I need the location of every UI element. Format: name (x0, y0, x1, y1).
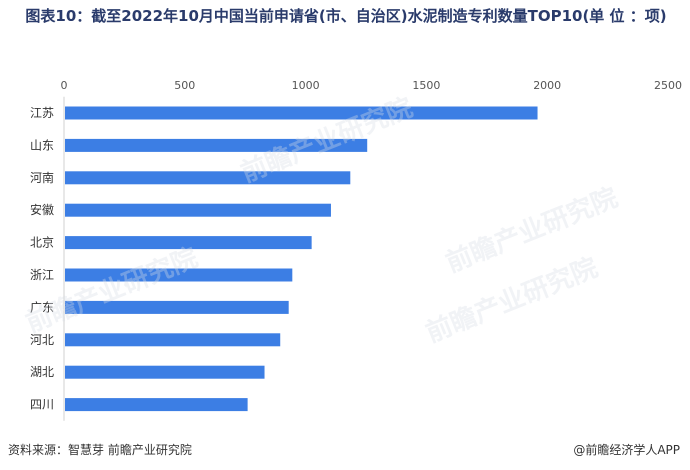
bar (65, 171, 351, 185)
bar (65, 398, 248, 412)
category-label: 北京 (30, 236, 54, 250)
category-label: 四川 (30, 398, 54, 412)
bar (65, 365, 265, 379)
x-tick-label: 2500 (654, 79, 682, 92)
bar (65, 268, 293, 282)
x-axis-ticks: 0 500 1000 1500 2000 2500 (61, 79, 683, 92)
chart-title: 图表10：截至2022年10月中国当前申请省(市、自治区)水泥制造专利数量TOP… (25, 7, 667, 25)
category-label: 浙江 (30, 268, 54, 282)
source-note: 资料来源：智慧芽 前瞻产业研究院 (8, 443, 192, 457)
x-tick-label: 0 (61, 79, 68, 92)
category-label: 江苏 (30, 106, 54, 120)
x-tick-label: 2000 (533, 79, 561, 92)
bar (65, 106, 538, 120)
brand-label: @前瞻经济学人APP (573, 443, 680, 457)
bar (65, 138, 368, 152)
bars (65, 106, 538, 412)
x-tick-label: 1500 (412, 79, 440, 92)
bar (65, 300, 289, 314)
category-label: 河北 (30, 333, 54, 347)
category-label: 广东 (30, 300, 54, 314)
x-tick-label: 1000 (292, 79, 320, 92)
category-label: 湖北 (30, 364, 54, 379)
category-label: 山东 (30, 138, 54, 152)
category-label: 安徽 (30, 202, 54, 217)
x-tick-label: 500 (174, 79, 195, 92)
bar (65, 333, 281, 347)
bar (65, 236, 312, 250)
footer: 资料来源：智慧芽 前瞻产业研究院 @前瞻经济学人APP (8, 441, 680, 461)
category-label: 河南 (30, 170, 54, 185)
bar (65, 203, 331, 217)
